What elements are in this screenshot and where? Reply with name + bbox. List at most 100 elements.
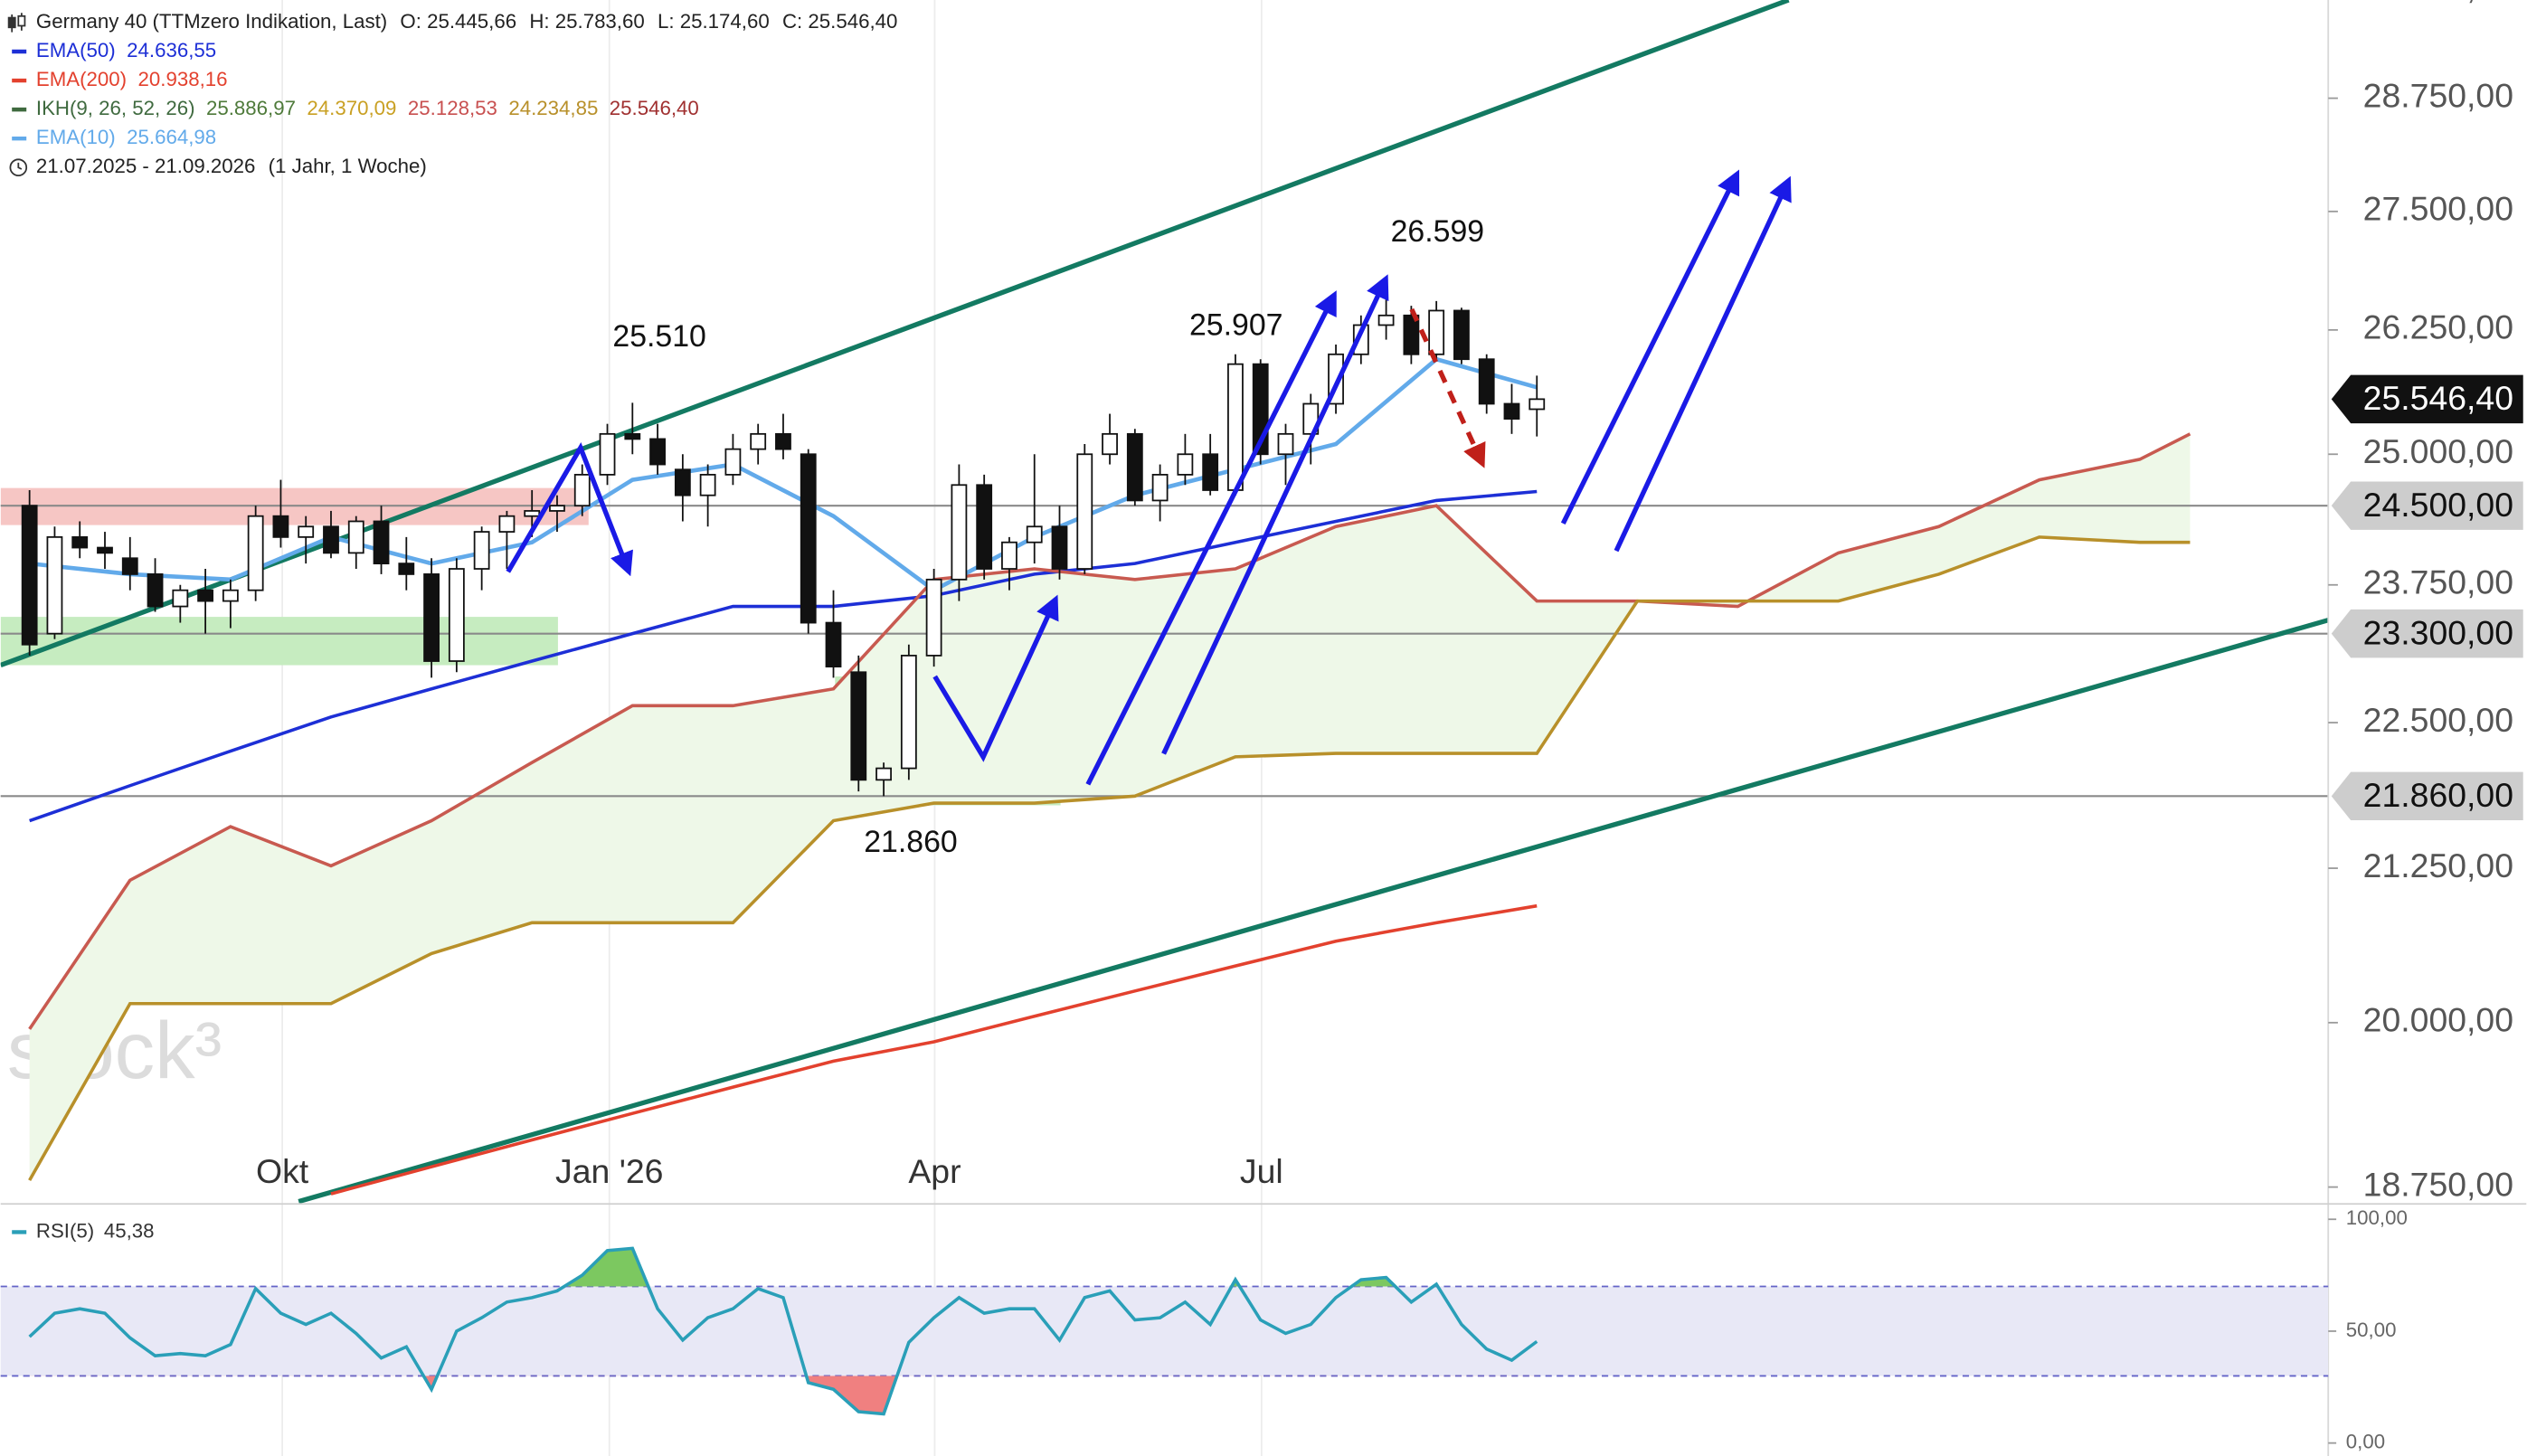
- channel-lower: [298, 618, 2329, 1204]
- level-tag: [2331, 771, 2523, 821]
- arrow: [506, 441, 633, 577]
- level-label: 21.860,00: [2363, 776, 2513, 814]
- annotation: 21.860: [864, 825, 957, 859]
- candle-body: [1126, 432, 1143, 502]
- candle-body: [599, 432, 616, 476]
- legend-name: EMA(200): [36, 68, 127, 90]
- legend-value: 24.636,55: [127, 39, 216, 61]
- rsi-panel: 0,00 50,00 100,00 RSI(5) 45,38: [0, 1206, 2408, 1453]
- candle-body: [1102, 432, 1118, 456]
- candle-body: [1529, 398, 1546, 411]
- level-tag: [2331, 481, 2523, 530]
- candle-body: [951, 484, 968, 581]
- level-label: 23.300,00: [2363, 613, 2513, 651]
- arrow: [1085, 290, 1337, 786]
- candle-body: [1076, 453, 1093, 570]
- candle-body: [1428, 309, 1445, 355]
- candle-body: [549, 505, 565, 512]
- candle-icon: [7, 13, 26, 33]
- ohlc-label: C: 25.546,40: [782, 10, 897, 33]
- candle-body: [71, 535, 89, 549]
- candle-body: [46, 535, 63, 635]
- candle-body: [498, 515, 516, 533]
- candle-body: [649, 438, 666, 466]
- candle-body: [222, 589, 239, 602]
- x-tick-label: Jul: [1240, 1152, 1283, 1190]
- legend-row: EMA(50) 24.636,55: [36, 39, 216, 61]
- candle-body: [298, 525, 315, 538]
- candle-body: [323, 525, 339, 554]
- candle-body: [976, 484, 993, 570]
- legend-row: EMA(10) 25.664,98: [36, 126, 216, 148]
- legend-row: IKH(9, 26, 52, 26) 25.886,97 24.370,09 25.1…: [36, 97, 699, 119]
- candle-body: [448, 568, 465, 662]
- y-tick-label: 22.500,00: [2363, 701, 2513, 739]
- channel-upper: [0, 0, 1790, 668]
- y-tick-label: 23.750,00: [2363, 563, 2513, 601]
- rsi-band: [0, 1286, 2329, 1376]
- rsi-tick-label: 100,00: [2346, 1206, 2408, 1229]
- candle-body: [674, 468, 691, 496]
- levels: 24.500,00 23.300,00 21.860,00 25.546,40: [0, 374, 2523, 821]
- candle-body: [699, 474, 716, 496]
- candle-body: [1151, 474, 1169, 502]
- y-tick-label: 20.000,00: [2363, 1001, 2513, 1039]
- candle-body: [373, 520, 390, 565]
- candle-body: [398, 563, 415, 575]
- legend-value: 20.938,16: [138, 68, 228, 90]
- y-tick-label: 28.750,00: [2363, 76, 2513, 114]
- candle-body: [1227, 363, 1244, 491]
- y-tick-label: 25.000,00: [2363, 432, 2513, 470]
- legend-value: 25.664,98: [127, 126, 216, 148]
- candle-body: [524, 510, 541, 517]
- candle-body: [347, 520, 364, 554]
- candle-body: [825, 621, 842, 668]
- y-tick-label: 30.000,00: [2363, 0, 2513, 6]
- candle-body: [1352, 324, 1369, 355]
- candle-body: [1001, 541, 1017, 570]
- candle-body: [573, 474, 591, 507]
- candle-body: [197, 589, 214, 602]
- x-tick-label: Jan '26: [555, 1152, 663, 1190]
- candle-body: [624, 432, 641, 440]
- candle-body: [800, 453, 817, 624]
- ema-line: [330, 903, 1538, 1196]
- candles: [21, 296, 1546, 797]
- candle-body: [172, 589, 189, 608]
- legend-value: 25.546,40: [610, 97, 699, 119]
- cloud-layer: [29, 433, 2191, 1181]
- candle-body: [1051, 525, 1068, 570]
- legend-name: RSI(5): [36, 1219, 94, 1242]
- y-tick-label: 18.750,00: [2363, 1165, 2513, 1203]
- candle-body: [1177, 453, 1194, 476]
- rsi-line: [28, 1246, 1538, 1416]
- support-zone: [0, 617, 558, 666]
- annotation: 25.510: [612, 319, 705, 354]
- axes: Okt Jan '26 Apr Jul 18.750,00 20.000,00 21.250…: [256, 0, 2513, 1203]
- x-tick-label: Okt: [256, 1152, 309, 1190]
- arrow: [1161, 274, 1389, 755]
- candle-body: [1202, 453, 1219, 491]
- arrow: [1614, 175, 1792, 553]
- candle-body: [850, 671, 867, 781]
- candle-body: [473, 531, 490, 570]
- arrows: [506, 169, 1792, 786]
- candle-body: [925, 578, 942, 657]
- ichimoku-cloud: [29, 433, 2191, 1181]
- annotation: 25.907: [1189, 307, 1282, 342]
- arrow: [1560, 169, 1740, 525]
- candle-body: [21, 505, 38, 646]
- level-tag: [2331, 609, 2523, 658]
- candle-body: [247, 515, 264, 591]
- period: (1 Jahr, 1 Woche): [269, 155, 427, 177]
- y-tick-label: 21.250,00: [2363, 846, 2513, 884]
- candle-body: [121, 557, 138, 575]
- x-tick-label: Apr: [908, 1152, 961, 1190]
- date-range: 21.07.2025 - 21.09.2026: [36, 155, 256, 177]
- y-tick-label: 27.500,00: [2363, 190, 2513, 228]
- last-price-label: 25.546,40: [2363, 379, 2513, 417]
- level-label: 24.500,00: [2363, 486, 2513, 524]
- candle-body: [423, 573, 440, 662]
- candle-body: [1478, 358, 1495, 405]
